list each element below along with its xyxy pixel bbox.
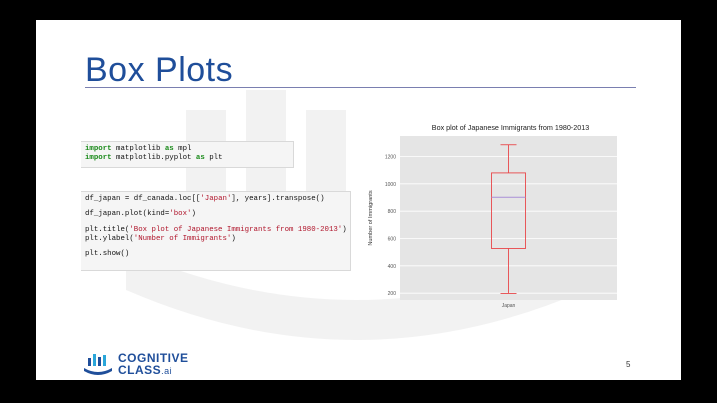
logo-line-2: CLASS [118,363,162,377]
logo-line-1: COGNITIVE [118,351,189,365]
code-keyword: import [85,145,112,153]
page-title: Box Plots [85,51,234,89]
code-text: plt.ylabel( [85,234,134,243]
y-tick-label: 200 [388,291,397,297]
code-keyword: import [85,154,112,163]
code-text: matplotlib [111,145,165,153]
code-text: ], years].transpose() [231,195,325,203]
box [491,172,526,249]
code-text: ) [342,225,347,234]
code-text: ) [191,210,196,219]
code-cell-imports: import matplotlib as mpl import matplotli… [81,141,294,168]
y-tick-label: 400 [388,264,397,270]
title-divider [85,87,636,88]
x-tick-label: Japan [502,303,516,309]
code-text: ) [231,234,236,243]
code-line: df_japan = df_canada.loc[['Japan'], year… [85,195,350,204]
y-tick-label: 1200 [385,155,396,161]
logo-wordmark: COGNITIVE CLASS.ai [118,352,189,377]
chart-title: Box plot of Japanese Immigrants from 198… [432,123,589,132]
y-axis-label: Number of Immigrants [368,190,374,246]
logo-suffix: .ai [161,366,173,376]
code-text: df_japan.plot(kind= [85,210,170,219]
y-tick-label: 600 [388,237,397,243]
box-plot-chart: 200 400 600 800 1000 1200 Box plot of Japanese… [368,123,617,309]
logo-icon [84,354,112,375]
code-string: 'Japan' [200,195,232,203]
code-line: import matplotlib.pyplot as plt [85,154,293,163]
page-number: 5 [626,360,631,369]
y-tick-label: 800 [388,209,397,215]
code-keyword: as [195,154,205,163]
code-text: mpl [173,145,192,153]
code-line: plt.ylabel('Number of Immigrants') [85,235,350,244]
code-line: df_japan.plot(kind='box') [85,210,350,219]
code-text: plt [204,154,223,163]
cognitive-class-logo: COGNITIVE CLASS.ai [82,352,212,378]
code-string: 'box' [169,210,192,219]
code-text: matplotlib.pyplot [111,154,196,163]
code-line: plt.title('Box plot of Japanese Immigran… [85,226,350,235]
code-string: 'Box plot of Japanese Immigrants from 19… [129,225,343,234]
code-line: import matplotlib as mpl [85,145,293,154]
code-text: plt.title( [85,225,130,234]
code-keyword: as [164,145,174,153]
code-cell-boxplot: df_japan = df_canada.loc[['Japan'], year… [81,191,351,271]
y-tick-label: 1000 [385,182,396,188]
code-line: plt.show() [85,250,130,259]
slide: Box Plots import matplotlib as mpl import… [36,20,681,380]
code-string: 'Number of Immigrants' [133,234,232,243]
code-text: df_japan = df_canada.loc[[ [85,195,201,203]
